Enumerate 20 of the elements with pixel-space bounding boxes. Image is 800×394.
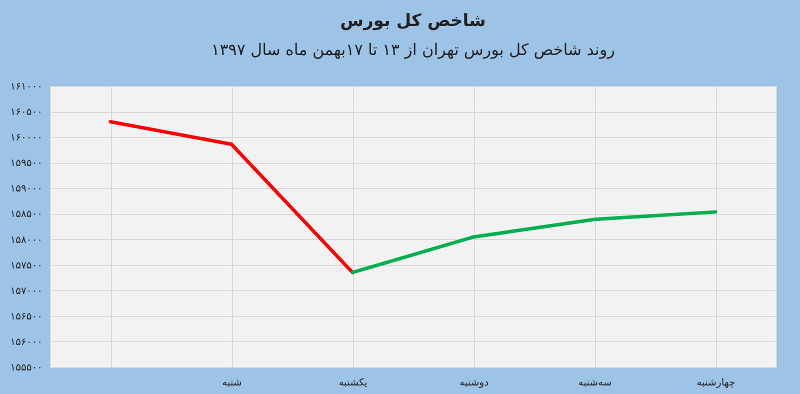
y-tick-label: ۱۶۰۰۰۰ <box>10 132 42 144</box>
y-tick-label: ۱۵۹۵۰۰ <box>10 158 42 170</box>
y-tick-label: ۱۵۸۰۰۰ <box>10 234 42 246</box>
y-tick-label: ۱۶۰۵۰۰ <box>10 107 42 118</box>
y-tick-label: ۱۵۶۰۰۰ <box>10 336 42 348</box>
x-tick-label: یکشنبه <box>338 378 368 388</box>
y-tick-label: ۱۵۹۰۰۰ <box>10 184 42 195</box>
x-tick-label: شنبه <box>222 378 242 388</box>
x-tick-label: دوشنبه <box>459 378 489 388</box>
y-tick-label: ۱۵۵۵۰۰ <box>10 362 42 374</box>
x-tick-label: سه‌شنبه <box>578 378 612 388</box>
y-tick-label: ۱۵۶۵۰۰ <box>10 311 42 322</box>
y-tick-label: ۱۵۷۰۰۰ <box>10 286 42 297</box>
chart-title: شاخص کل بورس <box>340 11 486 31</box>
line-series <box>350 210 718 274</box>
y-tick-label: ۱۵۸۵۰۰ <box>10 209 42 220</box>
y-tick-label: ۱۶۱۰۰۰ <box>10 82 42 92</box>
chart-subtitle: روند شاخص کل بورس تهران از ۱۳ تا ۱۷بهمن ماه سال ۱۳۹۷ <box>211 40 615 59</box>
y-tick-label: ۱۵۷۵۰۰ <box>10 260 42 272</box>
x-tick-label: چهارشنبه <box>696 378 736 388</box>
